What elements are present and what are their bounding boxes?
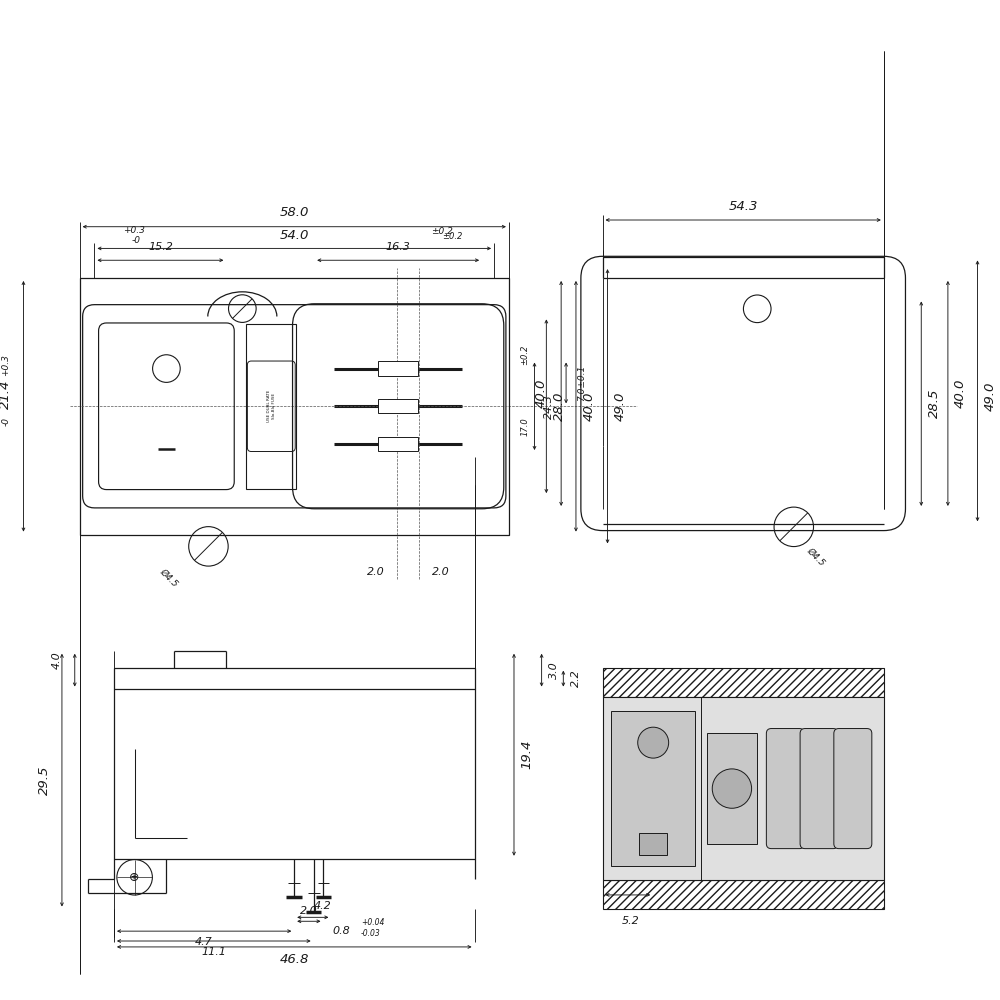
Text: +0.3: +0.3 bbox=[1, 354, 10, 376]
Circle shape bbox=[712, 769, 752, 808]
Text: 7.0±0.1: 7.0±0.1 bbox=[577, 365, 586, 401]
Text: 2.0: 2.0 bbox=[300, 906, 318, 916]
Text: +0.04
-0.03: +0.04 -0.03 bbox=[361, 918, 384, 938]
FancyBboxPatch shape bbox=[766, 729, 804, 849]
Text: ±0.2: ±0.2 bbox=[442, 232, 462, 241]
Bar bbox=[603, 668, 884, 697]
Text: 2.0: 2.0 bbox=[432, 567, 450, 577]
Text: 19.4: 19.4 bbox=[520, 740, 533, 769]
Text: Ø4.5: Ø4.5 bbox=[158, 567, 180, 589]
Text: 2.2: 2.2 bbox=[571, 670, 581, 687]
Text: 4.0: 4.0 bbox=[52, 651, 62, 669]
Text: 2.0: 2.0 bbox=[367, 567, 384, 577]
Bar bbox=[378, 399, 418, 413]
Text: 17.0: 17.0 bbox=[520, 417, 529, 436]
Text: 16.3: 16.3 bbox=[386, 242, 411, 252]
Bar bbox=[603, 880, 884, 909]
Text: 15.2: 15.2 bbox=[148, 242, 173, 252]
Text: 40.0: 40.0 bbox=[535, 379, 548, 408]
Bar bbox=[611, 711, 695, 866]
Bar bbox=[378, 361, 418, 376]
Text: 54.3: 54.3 bbox=[728, 200, 758, 213]
Text: Ø4.5: Ø4.5 bbox=[805, 546, 826, 567]
Bar bbox=[246, 324, 296, 489]
FancyBboxPatch shape bbox=[834, 729, 872, 849]
Text: 29.5: 29.5 bbox=[38, 765, 51, 795]
Text: 4.7: 4.7 bbox=[195, 937, 213, 947]
Text: 40.0: 40.0 bbox=[582, 392, 595, 421]
Text: 3.0: 3.0 bbox=[549, 661, 559, 679]
Text: 49.0: 49.0 bbox=[614, 392, 627, 421]
Bar bbox=[639, 833, 667, 855]
Circle shape bbox=[638, 727, 669, 758]
Text: -0: -0 bbox=[132, 236, 141, 245]
Bar bbox=[80, 278, 509, 535]
Text: 24.3: 24.3 bbox=[544, 394, 554, 419]
Text: 49.0: 49.0 bbox=[984, 381, 997, 411]
Text: 28.0: 28.0 bbox=[553, 392, 566, 421]
Text: 54.0: 54.0 bbox=[280, 229, 309, 242]
Text: 40.0: 40.0 bbox=[954, 379, 967, 408]
Text: 5.2: 5.2 bbox=[622, 916, 640, 926]
Text: 28.5: 28.5 bbox=[928, 389, 941, 418]
Bar bbox=[114, 689, 475, 859]
Text: 4.2: 4.2 bbox=[314, 901, 332, 911]
Text: 11.1: 11.1 bbox=[201, 947, 226, 957]
Bar bbox=[707, 733, 757, 844]
Text: -0: -0 bbox=[1, 417, 10, 426]
Text: ±0.2: ±0.2 bbox=[431, 227, 453, 236]
Text: +0.3: +0.3 bbox=[124, 226, 145, 235]
Bar bbox=[378, 437, 418, 451]
Text: USE DUAL RATE
Slo-Blo FUSE: USE DUAL RATE Slo-Blo FUSE bbox=[267, 390, 276, 422]
Text: 58.0: 58.0 bbox=[280, 206, 309, 219]
Text: ±0.2: ±0.2 bbox=[520, 345, 529, 365]
Text: 0.8: 0.8 bbox=[332, 926, 350, 936]
Bar bbox=[603, 697, 884, 880]
Text: ⊕: ⊕ bbox=[129, 871, 140, 884]
FancyBboxPatch shape bbox=[800, 729, 838, 849]
Text: 46.8: 46.8 bbox=[280, 953, 309, 966]
Text: 21.4: 21.4 bbox=[0, 380, 12, 409]
